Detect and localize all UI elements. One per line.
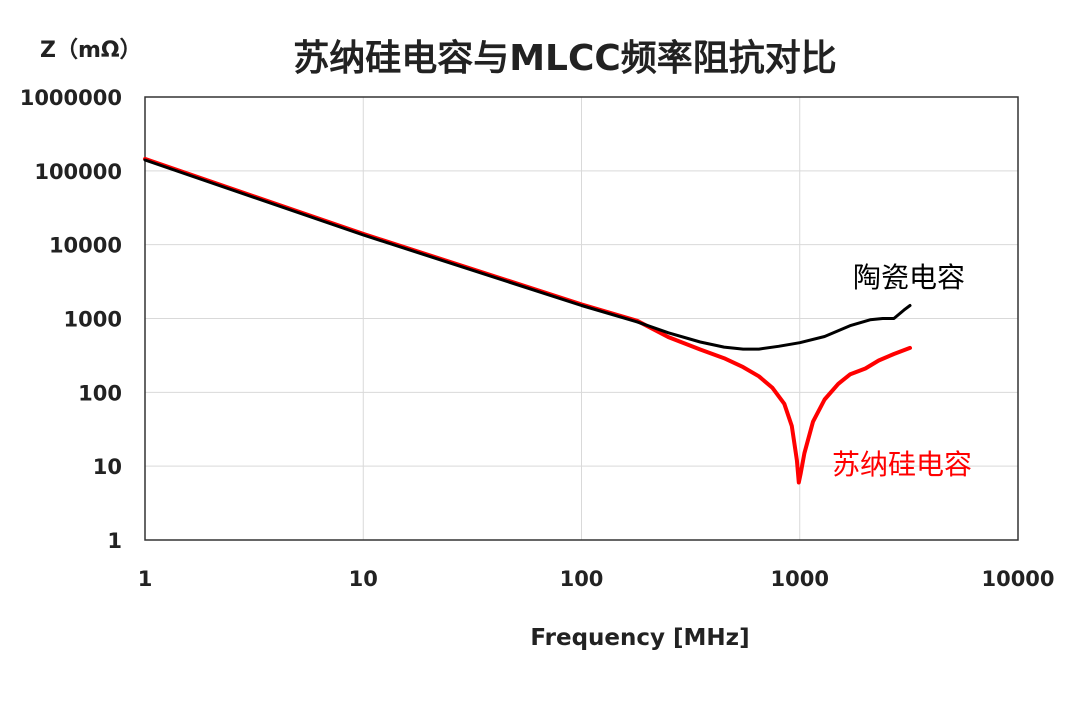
x-axis-ticks: 1 10 100 1000 10000 bbox=[138, 567, 1055, 591]
series-label: 苏纳硅电容 bbox=[832, 448, 972, 481]
y-axis-ticks: 1 10 100 1000 10000 100000 1000000 bbox=[20, 86, 122, 553]
series-line bbox=[143, 156, 912, 485]
plot-frame bbox=[144, 96, 1019, 541]
y-tick-label: 10000 bbox=[49, 234, 122, 258]
y-tick-label: 100 bbox=[78, 381, 122, 405]
x-tick-label: 100 bbox=[560, 567, 604, 591]
x-tick-label: 10000 bbox=[981, 567, 1054, 591]
series-label: 陶瓷电容 bbox=[853, 261, 965, 294]
x-tick-label: 1000 bbox=[771, 567, 829, 591]
y-axis-label: Z（mΩ） bbox=[40, 38, 142, 63]
chart-title: 苏纳硅电容与MLCC频率阻抗对比 bbox=[293, 37, 837, 79]
x-tick-label: 10 bbox=[349, 567, 378, 591]
y-tick-label: 1 bbox=[107, 529, 122, 553]
series-line bbox=[143, 158, 912, 351]
x-tick-label: 1 bbox=[138, 567, 153, 591]
y-tick-label: 1000 bbox=[64, 308, 122, 332]
x-axis-label: Frequency [MHz] bbox=[530, 625, 749, 651]
y-tick-label: 10 bbox=[93, 455, 122, 479]
series-lines bbox=[143, 156, 912, 485]
y-tick-label: 100000 bbox=[34, 160, 122, 184]
y-tick-label: 1000000 bbox=[20, 86, 122, 110]
